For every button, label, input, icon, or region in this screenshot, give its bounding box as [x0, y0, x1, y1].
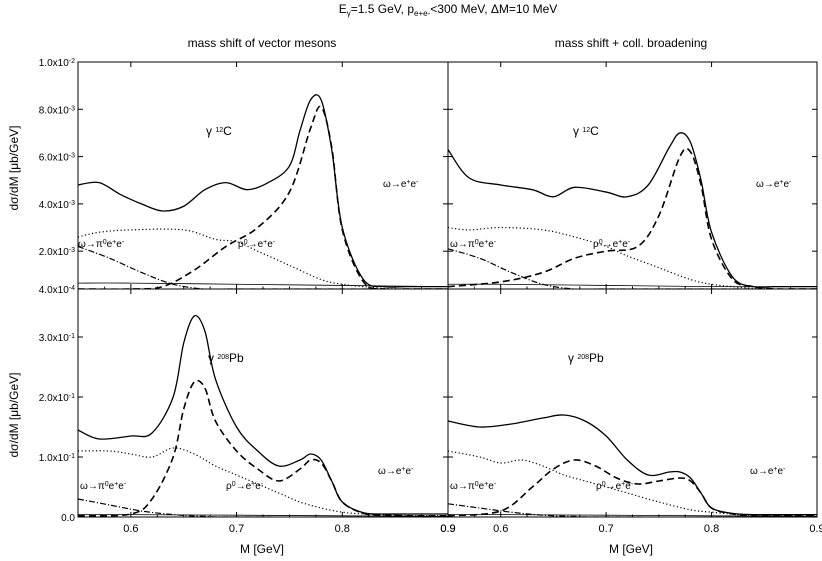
decay-annotation: ρ0→e+e- [596, 481, 634, 493]
y-tick-label: 8.0x10-3 [39, 105, 75, 117]
decay-annotation: ω→π0e+e- [78, 239, 125, 251]
plot-frame [77, 61, 449, 290]
series-line-dashdot [448, 248, 817, 289]
target-label: γ 208Pb [208, 351, 244, 365]
series-line-thin [78, 514, 448, 517]
decay-annotation: ρ0→e+e- [238, 239, 276, 251]
series-line-solid [448, 414, 817, 516]
x-tick-label: 0.6 [493, 523, 508, 535]
target-label: γ 208Pb [568, 351, 604, 365]
series-line-thin [448, 514, 817, 517]
y-tick-label: 2.0x10-1 [39, 393, 75, 405]
target-label: γ 12C [573, 124, 599, 138]
series-line-dotted [448, 226, 817, 289]
series-line-dashdot [78, 245, 448, 289]
xlabel-right: M [GeV] [609, 542, 653, 556]
panels-group: 2.0x10-3 4.0x10-3 6.0x10-3 8.0x10-3 1.0x10-2… [39, 58, 822, 536]
panel-top-right: γ 12C ω→π0e+e-ρ0→e+e-ω→e+e- [447, 61, 818, 290]
decay-annotation: ω→π0e+e- [450, 239, 497, 251]
suptitle: Eγ=1.5 GeV, pe+e-<300 MeV, ΔM=10 MeV [339, 2, 558, 18]
panel-top-left: 2.0x10-3 4.0x10-3 6.0x10-3 8.0x10-3 1.0x10-2… [39, 58, 449, 297]
x-tick-label: 0.9 [440, 523, 455, 535]
column-title-left: mass shift of vector mesons [188, 36, 337, 50]
y-tick-label: 0.0 [61, 513, 75, 524]
x-tick-label: 0.9 [809, 523, 822, 535]
x-tick-label: 0.8 [335, 523, 350, 535]
decay-annotation: ω→π0e+e- [450, 481, 497, 493]
x-tick-label: 0.9 [440, 523, 455, 535]
plot-frame [447, 61, 818, 290]
series-line-dashed [78, 105, 448, 289]
series-line-dashed [448, 147, 817, 289]
y-tick-label: 1.0x10-1 [39, 453, 75, 465]
ylabel-top: dσ/dM [μb/GeV] [7, 125, 21, 210]
ylabel-bottom: dσ/dM [μb/GeV] [7, 372, 21, 457]
panel-bottom-left: 0.6 0.7 0.8 0.9 0.0 1.0x10-1 2.0x10-1 3.0x10-1 γ… [39, 288, 456, 535]
decay-annotation: ρ0→e+e- [226, 481, 264, 493]
decay-annotation: ρ0→e+e- [593, 239, 631, 251]
series-line-dashed [78, 379, 448, 517]
decay-annotation: ω→e+e- [383, 179, 419, 191]
y-tick-label: 1.0x10-2 [39, 58, 75, 70]
y-tick-label: 6.0x10-3 [39, 152, 75, 164]
column-title-right: mass shift + coll. broadening [555, 36, 707, 50]
series-line-dashed [448, 459, 817, 517]
series-line-solid [78, 315, 448, 515]
y-tick-label: 3.0x10-1 [39, 333, 75, 345]
series-line-thin [78, 282, 448, 288]
y-tick-label: 2.0x10-3 [39, 247, 75, 259]
y-tick-label: 4.0x10-4 [39, 285, 75, 297]
x-tick-label: 0.7 [229, 523, 244, 535]
series-line-solid [78, 94, 448, 288]
y-tick-label: 4.0x10-3 [39, 199, 75, 211]
x-tick-label: 0.7 [598, 523, 613, 535]
xlabel-left: M [GeV] [240, 542, 284, 556]
panel-bottom-right: 0.9 0.6 0.7 0.8 0.9 γ 208Pb ω→π0e+e-ρ0→e+e-ω→e… [440, 288, 822, 535]
x-tick-label: 0.6 [123, 523, 138, 535]
decay-annotation: ω→e+e- [756, 179, 792, 191]
decay-annotation: ω→π0e+e- [80, 481, 127, 493]
series-line-dashdot [78, 498, 448, 517]
series-line-solid [448, 132, 817, 288]
x-tick-label: 0.8 [704, 523, 719, 535]
decay-annotation: ω→e+e- [378, 466, 414, 478]
series-line-thin [448, 283, 817, 288]
decay-annotation: ω→e+e- [750, 466, 786, 478]
target-label: γ 12C [206, 124, 232, 138]
